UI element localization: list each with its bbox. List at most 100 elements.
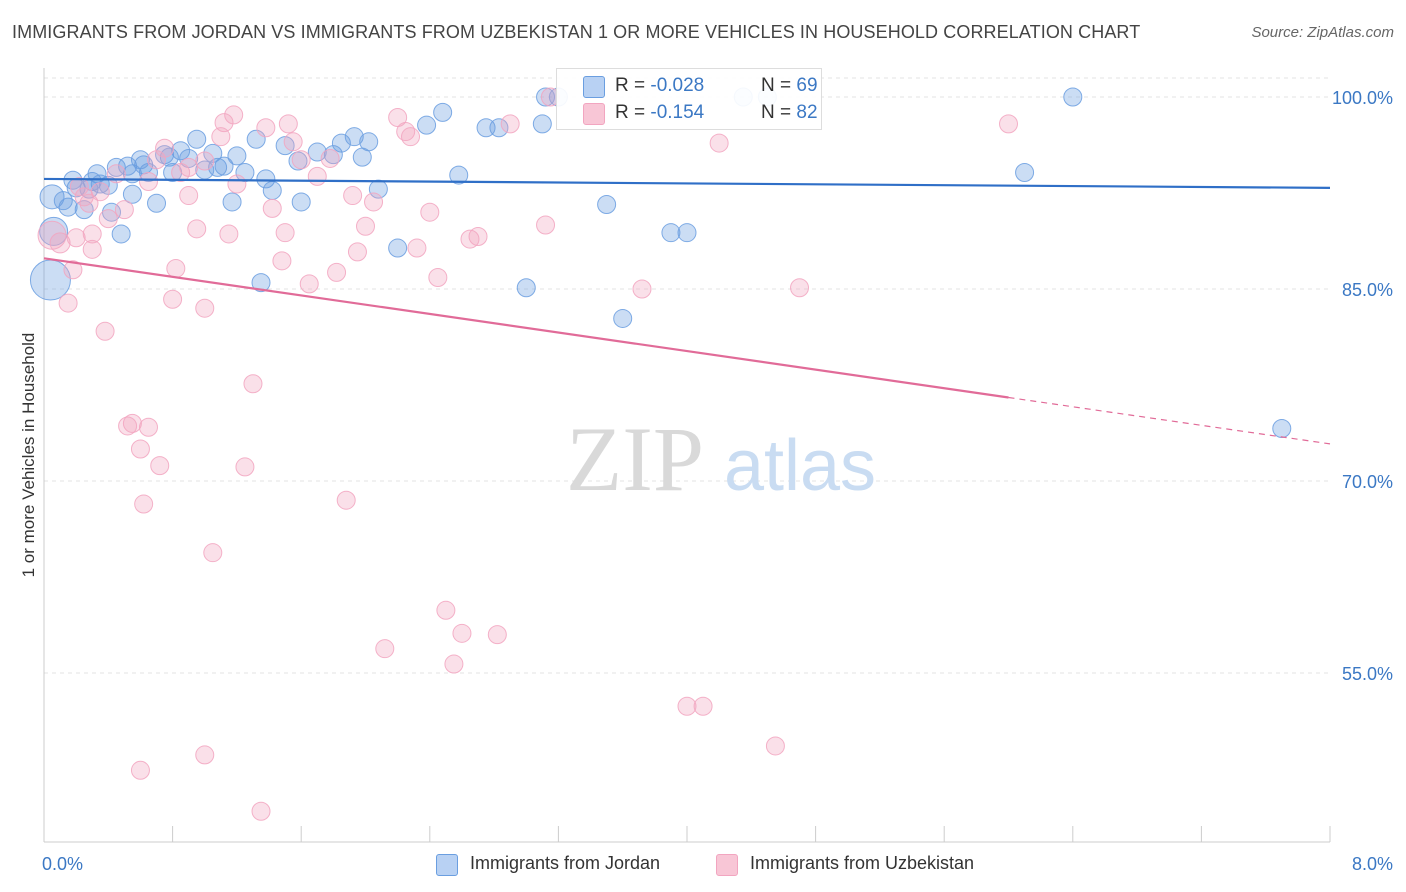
data-point — [275, 223, 295, 243]
axes — [43, 68, 1331, 843]
data-point — [417, 115, 437, 135]
grid-lines — [44, 77, 1330, 674]
data-point — [147, 193, 167, 213]
data-point — [222, 192, 242, 212]
data-point — [336, 490, 356, 510]
data-point — [444, 654, 464, 674]
data-point — [299, 274, 319, 294]
trend-line-jordan — [43, 177, 1331, 189]
y-tick-label: 100.0% — [1332, 88, 1393, 108]
data-point — [235, 163, 255, 183]
data-point — [171, 141, 191, 161]
data-point — [468, 227, 488, 247]
data-point — [272, 251, 292, 271]
legend-n-label: N = — [761, 102, 797, 123]
data-point — [278, 114, 298, 134]
data-point — [122, 413, 142, 433]
bottom-legend-label-uzbekistan: Immigrants from Uzbekistan — [750, 853, 975, 873]
data-point — [677, 223, 697, 243]
data-point — [1272, 419, 1292, 439]
data-point — [227, 146, 247, 166]
data-point — [693, 696, 713, 716]
data-point — [388, 107, 408, 127]
bottom-legend-swatch-jordan — [436, 854, 458, 876]
data-point — [219, 224, 239, 244]
data-point — [163, 289, 183, 309]
bottom-legend-label-jordan: Immigrants from Jordan — [470, 853, 661, 873]
data-point — [323, 145, 343, 165]
data-point — [532, 114, 552, 134]
data-point — [214, 156, 234, 176]
data-point — [211, 127, 231, 147]
data-point — [134, 494, 154, 514]
data-point — [187, 219, 207, 239]
data-point — [364, 192, 384, 212]
legend-swatch-uzbekistan — [583, 103, 605, 125]
watermark-atlas: atlas — [724, 426, 876, 506]
y-axis-title: 1 or more Vehicles in Household — [19, 332, 38, 578]
data-point — [597, 195, 617, 215]
data-point — [500, 114, 520, 134]
data-point — [118, 416, 138, 436]
data-point — [428, 267, 448, 287]
data-point — [179, 186, 199, 206]
data-point — [111, 224, 131, 244]
data-point — [95, 321, 115, 341]
data-points — [29, 87, 1292, 821]
x-tick-labels: 0.0% 8.0% — [42, 854, 1393, 874]
data-point — [66, 228, 86, 248]
data-point — [195, 745, 215, 765]
data-point — [516, 278, 536, 298]
y-tick-label: 55.0% — [1342, 664, 1393, 684]
data-point — [709, 133, 729, 153]
data-point — [82, 224, 102, 244]
data-point — [147, 150, 167, 170]
data-point — [343, 186, 363, 206]
data-point — [460, 229, 480, 249]
data-point — [235, 457, 255, 477]
data-point — [420, 202, 440, 222]
data-point — [195, 151, 215, 171]
data-point — [291, 192, 311, 212]
legend-n-value-jordan: 69 — [796, 75, 818, 96]
data-point — [401, 127, 421, 147]
data-point — [58, 293, 78, 313]
data-point — [150, 456, 170, 476]
data-point — [138, 171, 158, 191]
legend-r-label: R = — [615, 102, 651, 123]
data-point — [227, 174, 247, 194]
data-point — [122, 184, 142, 204]
legend-n-label: N = — [761, 75, 797, 96]
data-point — [224, 105, 244, 125]
data-point — [262, 180, 282, 200]
data-point — [487, 625, 507, 645]
data-point — [661, 223, 681, 243]
data-point — [203, 143, 223, 163]
data-point — [388, 238, 408, 258]
data-point — [262, 198, 282, 218]
data-point — [69, 177, 89, 197]
data-point — [536, 215, 556, 235]
data-point — [166, 259, 186, 279]
data-point — [82, 239, 102, 259]
data-point — [49, 232, 71, 254]
data-point — [407, 238, 427, 258]
data-point — [375, 639, 395, 659]
data-point — [90, 182, 110, 202]
data-point — [195, 298, 215, 318]
data-point — [433, 102, 453, 122]
data-point — [320, 148, 340, 168]
y-tick-label: 70.0% — [1342, 472, 1393, 492]
chart-title: IMMIGRANTS FROM JORDAN VS IMMIGRANTS FRO… — [12, 22, 1141, 42]
data-point — [63, 260, 83, 280]
watermark-zip: ZIP — [566, 408, 704, 510]
data-point — [677, 696, 697, 716]
data-point — [251, 801, 271, 821]
data-point — [1063, 87, 1083, 107]
data-point — [53, 191, 73, 211]
data-point — [632, 279, 652, 299]
y-tick-labels: 100.0% 85.0% 70.0% 55.0% — [1332, 88, 1393, 684]
legend-swatch-jordan — [583, 76, 605, 98]
data-point — [489, 118, 509, 138]
